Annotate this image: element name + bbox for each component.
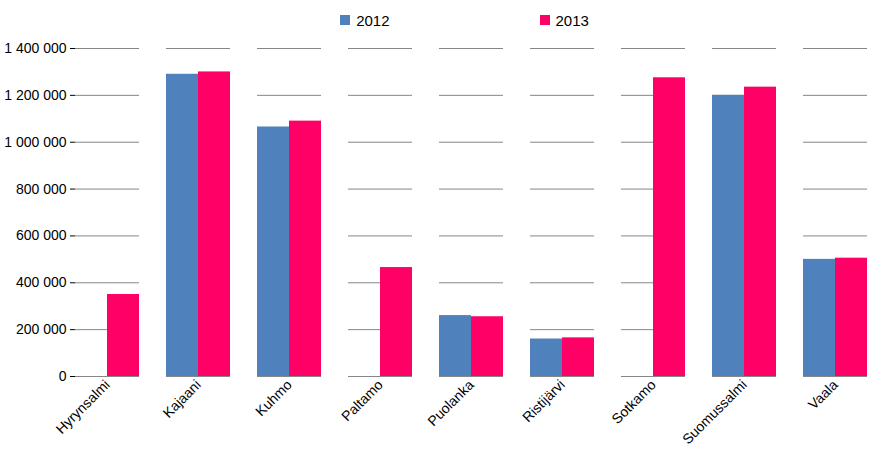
svg-text:Vaala: Vaala (805, 376, 841, 412)
svg-text:600 000: 600 000 (16, 227, 67, 243)
svg-text:Kajaani: Kajaani (159, 376, 203, 420)
svg-text:1 200 000: 1 200 000 (4, 87, 66, 103)
html-text:2012: 2012 (356, 11, 390, 29)
svg-text:1 000 000: 1 000 000 (4, 134, 66, 150)
svg-text:1 400 000: 1 400 000 (4, 40, 66, 56)
svg-text:Suomussalmi: Suomussalmi (679, 376, 750, 447)
svg-text:Sotkamo: Sotkamo (608, 376, 659, 427)
svg-text:200 000: 200 000 (16, 321, 67, 337)
svg-text:Paltamo: Paltamo (338, 376, 386, 424)
svg-text:400 000: 400 000 (16, 274, 67, 290)
svg-text:Ristijärvi: Ristijärvi (519, 376, 568, 425)
svg-text:800 000: 800 000 (16, 181, 67, 197)
svg-text:0: 0 (59, 368, 67, 384)
html-text:2013: 2013 (555, 11, 589, 29)
svg-text:Kuhmo: Kuhmo (252, 376, 295, 419)
svg-text:Hyrynsalmi: Hyrynsalmi (53, 376, 113, 436)
svg-text:Puolanka: Puolanka (424, 376, 477, 429)
